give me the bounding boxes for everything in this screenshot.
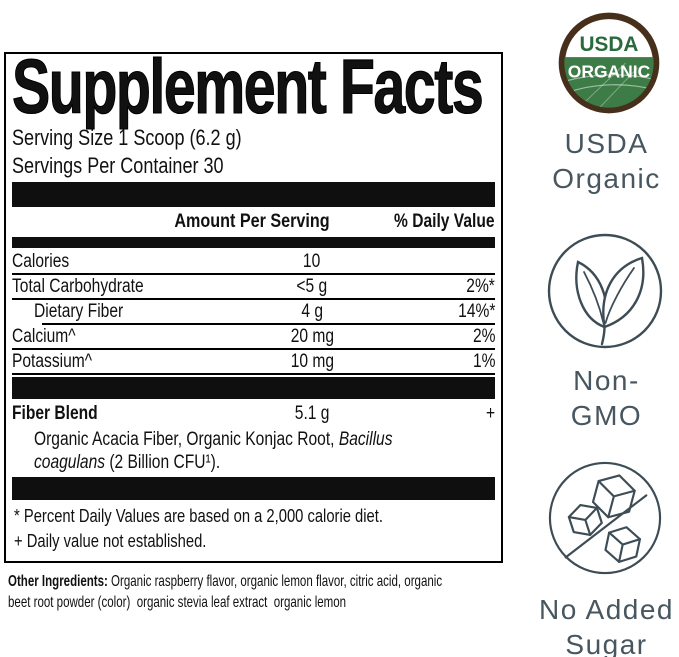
title-text: Supplement Facts <box>12 44 485 130</box>
daily-value-header: % Daily Value <box>394 211 495 232</box>
other-ingredients-line-1: Other Ingredients: Organic raspberry fla… <box>8 573 443 590</box>
table-row-dietary-fiber: Dietary Fiber 4 g 14%* <box>12 300 495 325</box>
footnote-not-established: + Daily value not established. <box>14 531 207 551</box>
nutrient-dv: 2%* <box>466 276 495 297</box>
nutrient-dv: 2% <box>472 326 495 347</box>
table-row-calcium: Calcium^ 20 mg 2% <box>12 325 495 350</box>
nutrient-dv: 14%* <box>457 301 495 322</box>
nutrient-table: Calories 10 Total Carbohydrate <5 g 2%* … <box>12 250 495 375</box>
other-ingredients-line-2: beet root powder (color) organic stevia … <box>8 594 347 611</box>
usda-organic-caption: USDA Organic <box>552 128 661 194</box>
supplement-facts-panel: Supplement Facts Serving Size 1 Scoop (6… <box>4 44 503 563</box>
seal-organic-text: ORGANIC <box>568 62 651 82</box>
nutrient-dv: 1% <box>472 351 495 372</box>
indented-separator <box>42 323 495 325</box>
blend-ingredients-line-1: Organic Acacia Fiber, Organic Konjac Roo… <box>34 429 393 450</box>
table-row-total-carbohydrate: Total Carbohydrate <5 g 2%* <box>12 275 495 300</box>
servings-per-container-line: Servings Per Container 30 <box>12 153 224 178</box>
no-added-sugar-icon <box>548 461 662 575</box>
divider-bar-thin <box>12 237 495 248</box>
no-added-sugar-caption: No Added Sugar <box>539 594 674 657</box>
nutrient-amount: 10 <box>303 251 321 272</box>
table-column-header: Amount Per Serving % Daily Value <box>12 210 495 234</box>
nutrient-amount: <5 g <box>296 276 328 297</box>
nutrient-name: Dietary Fiber <box>34 301 124 322</box>
divider-bar-thick-3 <box>12 477 495 500</box>
blend-dv: + <box>485 403 495 424</box>
nutrient-name: Total Carbohydrate <box>12 276 144 297</box>
divider-bar-thick-1 <box>12 182 495 207</box>
amount-per-serving-header: Amount Per Serving <box>174 211 330 232</box>
page-title: Supplement Facts <box>12 44 495 130</box>
serving-size-line: Serving Size 1 Scoop (6.2 g) <box>12 125 242 150</box>
latin-species-italic: Bacillus <box>338 429 393 450</box>
other-ingredients: Other Ingredients: Organic raspberry fla… <box>8 571 668 613</box>
table-row-fiber-blend: Fiber Blend 5.1 g + <box>12 402 495 426</box>
nutrient-name: Calories <box>12 251 70 272</box>
seal-usda-text: USDA <box>580 31 639 56</box>
nutrient-name: Potassium^ <box>12 351 93 372</box>
other-ingredients-lead: Other Ingredients: <box>8 573 108 590</box>
table-row-potassium: Potassium^ 10 mg 1% <box>12 350 495 375</box>
usda-organic-seal-icon: USDA ORGANIC <box>558 12 660 114</box>
divider-bar-thick-2 <box>12 377 495 399</box>
nutrient-amount: 10 mg <box>290 351 334 372</box>
nutrient-name: Calcium^ <box>12 326 76 347</box>
non-gmo-leaf-icon <box>547 233 663 349</box>
non-gmo-caption: Non- GMO <box>570 365 643 431</box>
blend-ingredients-line-2: coagulans (2 Billion CFU¹). <box>34 452 221 473</box>
table-row-calories: Calories 10 <box>12 250 495 275</box>
nutrient-amount: 4 g <box>301 301 323 322</box>
footnote-daily-values: * Percent Daily Values are based on a 2,… <box>14 506 383 526</box>
blend-name: Fiber Blend <box>12 403 98 424</box>
nutrient-amount: 20 mg <box>290 326 334 347</box>
blend-amount: 5.1 g <box>294 403 330 424</box>
latin-species-italic: coagulans <box>34 452 106 473</box>
